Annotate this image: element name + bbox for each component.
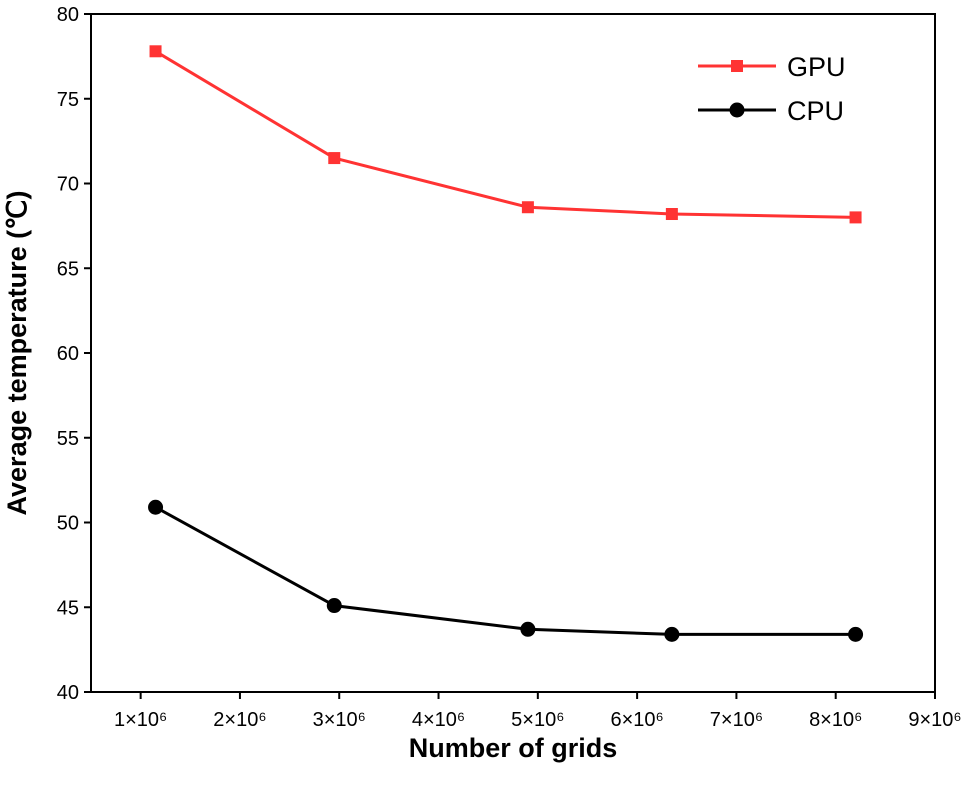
gpu-point: [521, 201, 534, 214]
cpu-point: [664, 626, 680, 642]
x-tick-label: 9×10⁶: [908, 709, 961, 731]
legend-marker-gpu: [731, 60, 743, 72]
legend-marker-cpu: [729, 102, 745, 118]
cpu-point: [326, 598, 342, 614]
gpu-point: [149, 45, 162, 58]
y-tick-label: 55: [57, 428, 79, 450]
x-tick-label: 7×10⁶: [710, 709, 763, 731]
x-tick-label: 3×10⁶: [313, 709, 366, 731]
x-tick-label: 6×10⁶: [610, 709, 663, 731]
legend-label-gpu: GPU: [787, 52, 846, 82]
y-tick-label: 70: [57, 174, 79, 196]
x-tick-label: 1×10⁶: [114, 709, 167, 731]
cpu-point: [148, 499, 164, 515]
x-tick-label: 2×10⁶: [213, 709, 266, 731]
series-gpu: [149, 45, 862, 224]
x-tick-label: 8×10⁶: [809, 709, 862, 731]
series-cpu: [148, 499, 864, 642]
gpu-line: [154, 50, 856, 219]
gpu-point: [849, 211, 862, 224]
y-tick-label: 50: [57, 513, 79, 535]
legend-item-gpu: GPU: [698, 52, 846, 82]
y-tick-label: 65: [57, 258, 79, 280]
x-tick-label: 5×10⁶: [511, 709, 564, 731]
gpu-point: [665, 208, 678, 221]
x-axis-title: Number of grids: [409, 733, 618, 763]
y-tick-label: 40: [57, 682, 79, 704]
cpu-point: [848, 626, 864, 642]
y-tick-label: 60: [57, 343, 79, 365]
y-tick-label: 45: [57, 597, 79, 619]
cpu-point: [520, 621, 536, 637]
legend-label-cpu: CPU: [787, 96, 844, 126]
y-tick-label: 75: [57, 89, 79, 111]
gpu-point: [328, 152, 341, 165]
legend: GPU CPU: [698, 52, 846, 126]
y-axis-title: Average temperature (℃): [2, 191, 32, 516]
series: [148, 45, 864, 642]
ticks: 40 45 50 55 60 65 70 75 80 1×10⁶ 2×10⁶ 3×10⁶ 4×10⁶ 5×…: [57, 4, 962, 731]
legend-item-cpu: CPU: [698, 96, 844, 126]
y-tick-label: 80: [57, 4, 79, 26]
x-tick-label: 4×10⁶: [412, 709, 465, 731]
cpu-line: [154, 505, 856, 636]
